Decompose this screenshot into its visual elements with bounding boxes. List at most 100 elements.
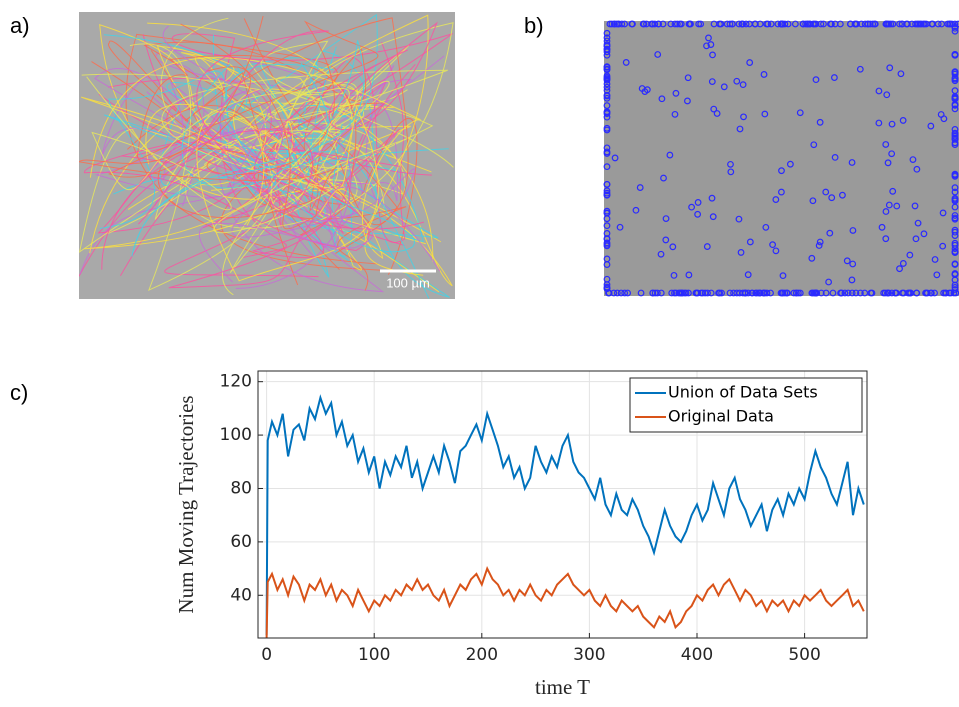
trajectory-decoration <box>196 105 379 282</box>
detection-decoration <box>772 247 780 255</box>
detection-decoration <box>735 215 743 223</box>
detection-decoration <box>681 289 688 297</box>
detection-decoration <box>742 20 750 28</box>
detection-decoration <box>796 109 804 117</box>
detection-decoration <box>735 20 743 28</box>
detection-decoration <box>951 24 959 32</box>
trajectory-decoration <box>127 17 409 254</box>
detection-decoration <box>828 20 835 28</box>
detection-decoration <box>632 206 640 214</box>
detection-decoration <box>856 65 864 73</box>
detection-decoration <box>848 276 856 284</box>
detection-decoration <box>685 271 693 279</box>
detection-decoration <box>753 289 761 297</box>
detection-decoration <box>637 289 645 297</box>
detection-decoration <box>951 94 959 102</box>
detection-decoration <box>672 289 680 297</box>
detection-decoration <box>709 51 716 59</box>
detection-decoration <box>708 78 716 85</box>
detection-decoration <box>629 20 636 28</box>
detection-decoration <box>603 281 611 289</box>
detection-decoration <box>844 289 852 297</box>
detection-decoration <box>892 289 900 297</box>
detection-decoration <box>784 20 792 28</box>
detection-decoration <box>929 20 937 28</box>
detection-decoration <box>951 228 959 236</box>
detection-decoration <box>659 20 667 28</box>
detection-decoration <box>812 76 820 84</box>
detection-decoration <box>670 271 678 279</box>
detection-decoration <box>813 289 821 297</box>
detection-decoration <box>830 74 838 81</box>
detection-decoration <box>767 20 775 28</box>
detection-decoration <box>686 20 694 28</box>
detection-decoration <box>694 199 702 206</box>
detection-decoration <box>914 219 922 227</box>
trajectory-decoration <box>136 54 357 219</box>
detection-decoration <box>622 59 630 66</box>
detection-decoration <box>938 20 945 28</box>
detection-decoration <box>792 289 800 297</box>
x-tick-label: 500 <box>788 645 820 665</box>
x-tick-label: 0 <box>261 645 272 665</box>
detection-decoration <box>763 20 770 28</box>
detection-decoration <box>940 289 948 297</box>
detection-decoration <box>911 202 919 210</box>
trajectory-decoration <box>86 76 350 296</box>
detection-decoration <box>867 289 875 297</box>
detection-decoration <box>688 203 695 211</box>
detection-decoration <box>603 222 611 230</box>
data-line <box>265 566 865 638</box>
detection-decoration <box>816 118 824 126</box>
detection-decoration <box>748 289 756 297</box>
detection-decoration <box>849 260 857 268</box>
detection-decoration <box>951 271 959 278</box>
detection-decoration <box>697 20 705 28</box>
detection-decoration <box>783 289 791 297</box>
trajectory-decoration <box>103 34 353 257</box>
detection-decoration <box>825 278 833 286</box>
detection-decoration <box>884 159 892 167</box>
detection-decoration <box>672 89 680 97</box>
detection-decoration <box>762 223 770 231</box>
detection-decoration <box>951 286 959 293</box>
detection-decoration <box>671 110 679 118</box>
detection-decoration <box>864 20 872 28</box>
trajectory-decoration <box>89 57 422 260</box>
detection-decoration <box>913 165 921 173</box>
detection-decoration <box>710 105 718 113</box>
detection-decoration <box>786 160 794 168</box>
trajectory-decoration <box>79 50 412 275</box>
scale-bar-label: 100 µm <box>386 275 430 290</box>
detection-decoration <box>871 20 879 28</box>
detection-decoration <box>888 289 896 297</box>
detection-decoration <box>837 289 845 297</box>
detection-decoration <box>913 20 921 28</box>
detection-decoration <box>951 248 959 255</box>
detection-decoration <box>603 29 611 37</box>
detection-decoration <box>939 209 947 217</box>
detection-decoration <box>613 289 621 297</box>
detection-decoration <box>857 289 864 297</box>
detection-decoration <box>611 154 619 162</box>
detection-decoration <box>858 20 865 28</box>
detection-decoration <box>898 20 906 28</box>
detection-decoration <box>740 113 747 121</box>
detection-decoration <box>951 261 959 268</box>
detection-decoration <box>923 289 931 297</box>
detection-decoration <box>707 289 715 297</box>
detection-decoration <box>763 289 771 297</box>
detection-decoration <box>658 95 666 103</box>
y-tick-label: 120 <box>220 372 252 392</box>
detection-decoration <box>739 81 747 89</box>
trajectory-decoration <box>198 186 441 283</box>
detection-decoration <box>885 201 893 209</box>
detection-decoration <box>685 289 692 297</box>
detection-decoration <box>951 135 959 143</box>
detection-decoration <box>828 194 836 202</box>
legend-label: Original Data <box>668 407 774 426</box>
detection-decoration <box>654 51 662 58</box>
detection-decoration <box>815 242 823 249</box>
detection-decoration <box>875 119 883 127</box>
